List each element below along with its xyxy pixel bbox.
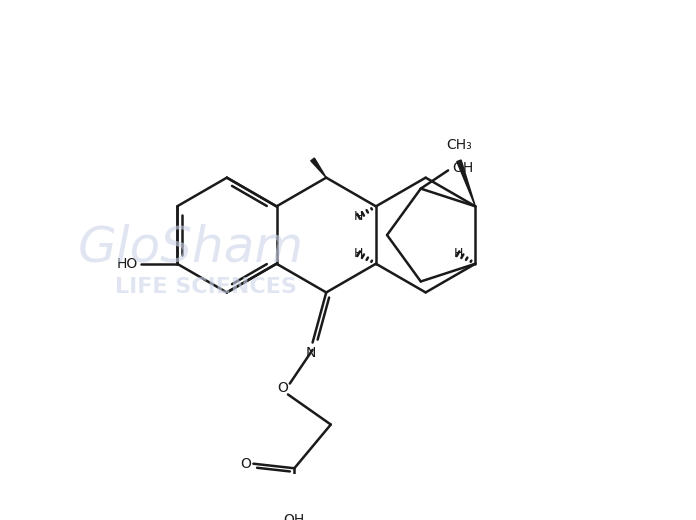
Text: H: H bbox=[354, 247, 363, 260]
Polygon shape bbox=[457, 160, 475, 206]
Text: H: H bbox=[354, 210, 363, 223]
Text: LIFE SCIENCES: LIFE SCIENCES bbox=[115, 277, 296, 297]
Text: HO: HO bbox=[117, 257, 138, 271]
Polygon shape bbox=[310, 158, 326, 178]
Text: CH₃: CH₃ bbox=[446, 138, 472, 152]
Text: GloSham: GloSham bbox=[77, 224, 303, 272]
Text: O: O bbox=[241, 457, 251, 471]
Text: N: N bbox=[306, 346, 316, 360]
Text: H: H bbox=[453, 247, 463, 260]
Text: OH: OH bbox=[452, 161, 474, 175]
Text: O: O bbox=[277, 381, 288, 395]
Text: OH: OH bbox=[284, 513, 305, 520]
